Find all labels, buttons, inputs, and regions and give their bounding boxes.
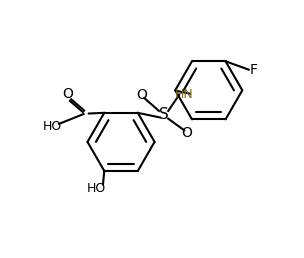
Text: O: O [136, 88, 147, 102]
Text: HO: HO [43, 120, 62, 133]
Text: S: S [159, 107, 168, 122]
Text: O: O [181, 126, 192, 140]
Text: HO: HO [87, 182, 106, 195]
Text: HN: HN [175, 88, 194, 101]
Text: F: F [250, 63, 258, 77]
Text: O: O [63, 87, 74, 101]
